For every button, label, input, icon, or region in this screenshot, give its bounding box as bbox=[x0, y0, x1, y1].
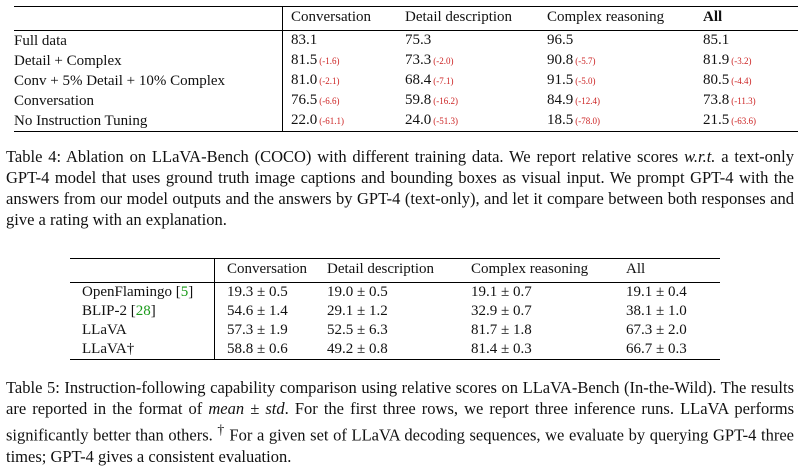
cell-all: 85.1 bbox=[703, 32, 730, 48]
table-4-header-detail: Detail description bbox=[405, 9, 513, 25]
table-row: No Instruction Tuning 22.0 (-61.1) 24.0 (-… bbox=[14, 111, 798, 132]
cell-detail: 59.8 (-16.2) bbox=[405, 92, 458, 108]
cell-all: 19.1 ± 0.4 bbox=[626, 284, 687, 300]
row-label: LLaVA bbox=[82, 322, 127, 338]
cell-detail: 19.0 ± 0.5 bbox=[327, 284, 388, 300]
cell-complex: 90.8 (-5.7) bbox=[547, 52, 596, 68]
table-row: BLIP-2 [28] 54.6 ± 1.4 29.1 ± 1.2 32.9 ±… bbox=[70, 302, 720, 321]
cell-conversation: 54.6 ± 1.4 bbox=[214, 302, 327, 321]
cell-complex: 84.9 (-12.4) bbox=[547, 92, 600, 108]
citation-link[interactable]: 5 bbox=[180, 284, 189, 300]
cell-complex: 81.7 ± 1.8 bbox=[471, 322, 532, 338]
cell-conversation: 22.0 (-61.1) bbox=[282, 111, 405, 132]
cell-conversation: 76.5 (-6.6) bbox=[282, 91, 405, 111]
table-5: Conversation Detail description Complex … bbox=[70, 258, 720, 360]
table-5-header-conversation: Conversation bbox=[214, 258, 327, 283]
row-label: Full data bbox=[14, 32, 67, 49]
cell-all: 38.1 ± 1.0 bbox=[626, 303, 687, 319]
cell-detail: 52.5 ± 6.3 bbox=[327, 322, 388, 338]
row-label: Detail + Complex bbox=[14, 52, 122, 69]
table-4-header-label bbox=[14, 7, 283, 31]
table-row: OpenFlamingo [5] 19.3 ± 0.5 19.0 ± 0.5 1… bbox=[70, 282, 720, 302]
cell-complex: 18.5 (-78.0) bbox=[547, 112, 600, 128]
table-row: Detail + Complex 81.5 (-1.6) 73.3 (-2.0) 9… bbox=[14, 51, 798, 71]
table-4-header-all: All bbox=[703, 9, 723, 25]
cell-detail: 75.3 bbox=[405, 32, 432, 48]
table-5-grid: Conversation Detail description Complex … bbox=[70, 258, 720, 360]
cell-detail: 73.3 (-2.0) bbox=[405, 52, 454, 68]
table-5-header-row: Conversation Detail description Complex … bbox=[70, 258, 720, 283]
cell-detail: 24.0 (-51.3) bbox=[405, 112, 458, 128]
cell-conversation: 19.3 ± 0.5 bbox=[214, 282, 327, 302]
cell-detail: 29.1 ± 1.2 bbox=[327, 303, 388, 319]
table-5-caption: Table 5: Instruction-following capabilit… bbox=[6, 378, 794, 466]
cell-all: 80.5 (-4.4) bbox=[703, 72, 752, 88]
table-5-header-detail: Detail description bbox=[327, 261, 435, 277]
cell-complex: 32.9 ± 0.7 bbox=[471, 303, 532, 319]
cell-complex: 81.4 ± 0.3 bbox=[471, 341, 532, 357]
cell-conversation: 58.8 ± 0.6 bbox=[214, 340, 327, 360]
cell-detail: 49.2 ± 0.8 bbox=[327, 341, 388, 357]
table-4-header-conversation: Conversation bbox=[282, 6, 405, 31]
table-4: Conversation Detail description Complex … bbox=[14, 6, 798, 132]
table-row: LLaVA† 58.8 ± 0.6 49.2 ± 0.8 81.4 ± 0.3 … bbox=[70, 340, 720, 360]
cell-all: 67.3 ± 2.0 bbox=[626, 322, 687, 338]
cell-complex: 91.5 (-5.0) bbox=[547, 72, 596, 88]
cell-detail: 68.4 (-7.1) bbox=[405, 72, 454, 88]
table-row: Conv + 5% Detail + 10% Complex 81.0 (-2.1… bbox=[14, 71, 798, 91]
cell-all: 21.5 (-63.6) bbox=[703, 112, 756, 128]
table-4-header-row: Conversation Detail description Complex … bbox=[14, 6, 798, 31]
cell-conversation: 57.3 ± 1.9 bbox=[214, 321, 327, 340]
table-5-header-all: All bbox=[626, 261, 646, 277]
row-label: OpenFlamingo [5] bbox=[82, 284, 194, 300]
cell-conversation: 83.1 bbox=[282, 30, 405, 51]
table-row: LLaVA 57.3 ± 1.9 52.5 ± 6.3 81.7 ± 1.8 6… bbox=[70, 321, 720, 340]
cell-complex: 19.1 ± 0.7 bbox=[471, 284, 532, 300]
row-label: Conv + 5% Detail + 10% Complex bbox=[14, 72, 226, 89]
row-label: LLaVA† bbox=[82, 341, 135, 357]
cell-conversation: 81.5 (-1.6) bbox=[282, 51, 405, 71]
table-4-grid: Conversation Detail description Complex … bbox=[14, 6, 798, 132]
table-row: Full data 83.1 75.3 96.5 85.1 bbox=[14, 30, 798, 51]
cell-conversation: 81.0 (-2.1) bbox=[282, 71, 405, 91]
table-row: Conversation 76.5 (-6.6) 59.8 (-16.2) 84.9… bbox=[14, 91, 798, 111]
table-4-header-complex: Complex reasoning bbox=[547, 9, 665, 25]
cell-complex: 96.5 bbox=[547, 32, 574, 48]
row-label: Conversation bbox=[14, 92, 94, 109]
cell-all: 66.7 ± 0.3 bbox=[626, 341, 687, 357]
cell-all: 73.8 (-11.3) bbox=[703, 92, 756, 108]
row-label: No Instruction Tuning bbox=[14, 112, 148, 129]
table-5-header-complex: Complex reasoning bbox=[471, 261, 589, 277]
citation-link[interactable]: 28 bbox=[135, 303, 151, 319]
table-4-caption: Table 4: Ablation on LLaVA-Bench (COCO) … bbox=[6, 147, 794, 229]
row-label: BLIP-2 [28] bbox=[82, 303, 156, 319]
table-5-header-label bbox=[70, 259, 215, 283]
cell-all: 81.9 (-3.2) bbox=[703, 52, 752, 68]
